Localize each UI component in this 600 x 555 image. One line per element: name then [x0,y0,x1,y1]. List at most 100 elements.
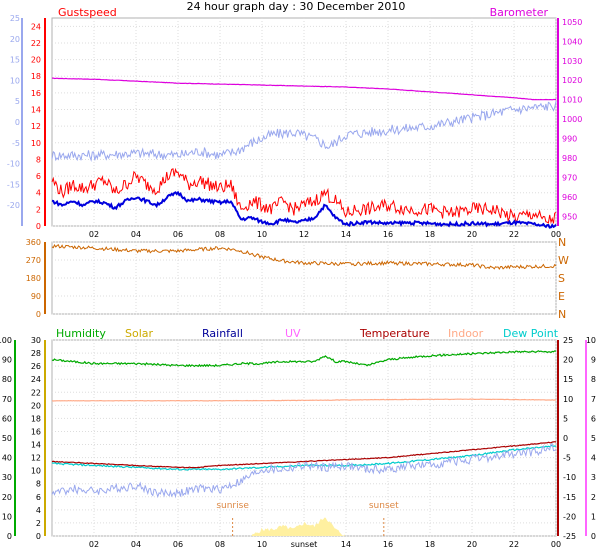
uv-axis-tick: 0 [591,532,596,541]
humidity-series-line [51,350,557,368]
gust-axis-tick: 10 [31,139,41,148]
compass-label: W [558,254,569,267]
humidity-axis-tick: 10 [2,512,12,521]
temp-axis-tick: 15 [10,56,20,65]
solar-axis-tick: 6 [36,493,41,502]
gust-axis-tick: 8 [36,155,41,164]
compass-label: N [558,236,566,249]
temperature-axis-tick: -5 [563,454,571,463]
barometer-label: Barometer [490,6,549,19]
uv-axis-tick: 8 [591,375,596,384]
humidity-axis-tick: 80 [2,375,12,384]
solar-axis-tick: 20 [31,401,41,410]
temp-axis-tick: 25 [10,14,20,23]
gust-axis-tick: 20 [31,56,41,65]
humidity-axis-tick: 20 [2,493,12,502]
x-tick-label: 06 [173,540,183,549]
compass-label: E [558,290,565,303]
solar-axis-tick: 10 [31,467,41,476]
indoor-series-line [51,398,557,402]
solar-axis-tick: 26 [31,362,41,371]
temperature-axis-tick: 25 [563,336,573,345]
x-tick-label: 04 [131,540,141,549]
temperature-axis-tick: 10 [563,395,573,404]
direction-series [51,243,557,270]
gust-axis-tick: 24 [31,22,41,31]
baro-axis-tick: 980 [562,154,577,163]
baro-axis-tick: 960 [562,193,577,202]
legend-entry: UV [285,327,301,340]
sunset-label: sunset [369,501,399,511]
x-tick-label: 02 [89,230,99,239]
temp-axis-tick: 5 [15,97,20,106]
humidity-axis-tick: 50 [2,434,12,443]
gust-axis-tick: 6 [36,172,41,181]
temp_light-series-line [51,442,557,499]
x-tick-label: sunset [291,540,318,549]
temp-axis-tick: 0 [15,118,20,127]
temperature-axis-tick: 5 [563,414,568,423]
uv-axis-tick: 6 [591,414,596,423]
humidity-axis-tick: 90 [2,356,12,365]
bottom-plot-frame [51,339,557,537]
uv-axis-tick: 10 [586,336,596,345]
x-tick-label: 22 [509,230,519,239]
temp-axis-tick: -20 [7,201,20,210]
direction-axis-tick: 270 [26,256,41,265]
compass-label: S [558,272,565,285]
temperature-series-line [51,441,557,469]
x-tick-label: 18 [425,540,435,549]
uv-axis-tick: 5 [591,434,596,443]
legend-entry: Humidity [56,327,106,340]
uv-axis-tick: 9 [591,356,596,365]
baro-series-line [52,77,556,101]
gust-axis-tick: 22 [31,39,41,48]
temperature-axis-tick: -15 [563,493,576,502]
x-tick-label: 16 [383,540,393,549]
legend-entry: Temperature [359,327,430,340]
humidity-axis-tick: 100 [0,336,12,345]
solar-area [251,517,345,536]
gustspeed-label: Gustspeed [58,6,117,19]
gust-axis-tick: 18 [31,72,41,81]
baro-axis-tick: 970 [562,173,577,182]
temp-series-line [51,101,557,162]
solar-axis-tick: 12 [31,454,41,463]
solar-axis-tick: 30 [31,336,41,345]
baro-axis-tick: 1030 [562,57,582,66]
temp-axis-tick: 20 [10,35,20,44]
humidity-axis-tick: 0 [7,532,12,541]
legend-entry: Indoor [448,327,484,340]
chart-title: 24 hour graph day : 30 December 2010 [187,0,406,13]
x-tick-label: 10 [257,540,267,549]
x-tick-label: 10 [257,230,267,239]
humidity-axis-tick: 60 [2,414,12,423]
gust-axis-tick: 0 [36,222,41,231]
temperature-axis-tick: -25 [563,532,576,541]
baro-axis-tick: 1040 [562,37,582,46]
temp-axis-tick: 10 [10,76,20,85]
solar-axis-tick: 2 [36,519,41,528]
gust-axis-tick: 4 [36,189,41,198]
solar-axis-tick: 8 [36,480,41,489]
gust-axis-tick: 14 [31,106,41,115]
x-tick-label: 20 [467,540,477,549]
direction-axis-tick: 0 [36,310,41,319]
baro-axis-tick: 1010 [562,96,582,105]
humidity-axis-tick: 40 [2,454,12,463]
uv-axis-tick: 1 [591,512,596,521]
legend-entry: Dew Point [503,327,559,340]
temp-axis-tick: -5 [12,139,20,148]
legend-entry: Rainfall [202,327,243,340]
uv-axis-tick: 2 [591,493,596,502]
direction-axis-tick: 180 [26,274,41,283]
top-axes: 024681012141618202224-20-15-10-505101520… [7,14,582,231]
gust-series-line [51,167,557,225]
x-tick-label: 16 [383,230,393,239]
temperature-axis-tick: 15 [563,375,573,384]
x-tick-label: 06 [173,230,183,239]
sunrise-label: sunrise [216,501,249,511]
solar-axis-tick: 0 [36,532,41,541]
x-tick-label: 14 [341,540,351,549]
